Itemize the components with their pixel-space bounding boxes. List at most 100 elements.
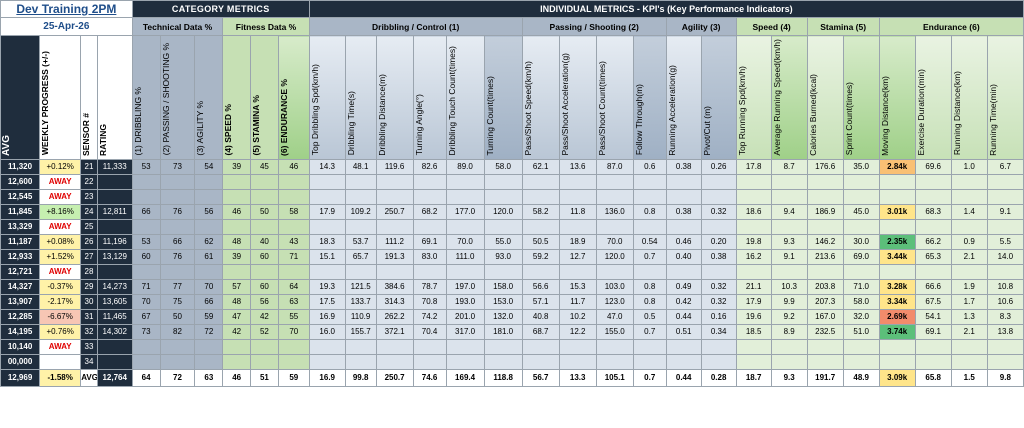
category-pct-cell: 57 <box>222 278 252 295</box>
sensor-number: 25 <box>80 218 98 235</box>
kpi-cell <box>308 338 346 355</box>
category-pct-cell <box>131 188 161 205</box>
sensor-number: 29 <box>80 278 98 295</box>
kpi-cell <box>770 338 808 355</box>
kpi-cell <box>914 188 952 205</box>
kpi-cell <box>521 218 560 235</box>
kpi-cell: 0.46 <box>665 233 702 250</box>
rating-column-header: RATING <box>96 35 133 160</box>
kpi-cell: 0.51 <box>665 323 702 340</box>
kpi-cell <box>950 188 988 205</box>
kpi-cell: 0.32 <box>700 278 737 295</box>
kpi-cell: 17.9 <box>308 203 346 220</box>
kpi-cell <box>735 338 772 355</box>
category-pct-cell <box>131 338 161 355</box>
kpi-cell <box>700 338 737 355</box>
kpi-cell: 74.2 <box>412 308 447 325</box>
kpi-cell: 120.0 <box>595 248 634 265</box>
row-avg-value: 00,000 <box>0 353 41 370</box>
kpi-cell <box>950 338 988 355</box>
kpi-cell <box>735 353 772 370</box>
kpi-header-turning-count: Turning Count(times) <box>483 35 523 160</box>
kpi-cell: 110.9 <box>344 308 377 325</box>
kpi-cell <box>308 353 346 370</box>
avg-label: AVG <box>80 368 98 387</box>
kpi-cell <box>521 173 560 190</box>
kpi-cell: 58.2 <box>521 203 560 220</box>
kpi-cell <box>950 218 988 235</box>
sheet-date: 25-Apr-26 <box>0 17 133 36</box>
kpi-cell: 30.0 <box>842 233 880 250</box>
kpi-cell: 58.0 <box>483 158 523 175</box>
kpi-cell <box>445 188 485 205</box>
kpi-cell <box>770 263 808 280</box>
kpi-cell <box>308 263 346 280</box>
category-pct-cell: 52 <box>250 323 279 340</box>
category-pct-cell: 48 <box>222 233 252 250</box>
kpi-cell <box>914 263 952 280</box>
kpi-cell: 15.1 <box>308 248 346 265</box>
kpi-cell: 8.9 <box>770 323 808 340</box>
kpi-cell: 47.0 <box>595 308 634 325</box>
rating-cell <box>96 173 133 190</box>
category-pct-cell: 66 <box>159 233 196 250</box>
kpi-cell <box>595 218 634 235</box>
kpi-cell <box>521 338 560 355</box>
kpi-cell: 0.40 <box>665 248 702 265</box>
kpi-cell: 9.9 <box>770 293 808 310</box>
kpi-cell <box>878 188 916 205</box>
kpi-cell: 1.4 <box>950 203 988 220</box>
table-row: 13,329 AWAY 25 <box>0 218 1024 235</box>
avg-category-pct-cell: 59 <box>277 368 310 387</box>
kpi-cell <box>986 188 1024 205</box>
kpi-cell <box>445 353 485 370</box>
kpi-cell: 155.0 <box>595 323 634 340</box>
kpi-cell <box>412 338 447 355</box>
weekly-progress-cell: AWAY <box>39 338 82 355</box>
kpi-cell: 232.5 <box>806 323 844 340</box>
kpi-cell: 16.9 <box>308 308 346 325</box>
kpi-cell: 89.0 <box>445 158 485 175</box>
category-pct-cell: 66 <box>131 203 161 220</box>
kpi-cell <box>914 173 952 190</box>
kpi-cell <box>558 188 597 205</box>
avg-kpi-cell: 118.8 <box>483 368 523 387</box>
kpi-cell <box>878 218 916 235</box>
kpi-cell: 1.7 <box>950 293 988 310</box>
category-pct-cell <box>131 173 161 190</box>
kpi-cell: 103.0 <box>595 278 634 295</box>
category-pct-cell: 50 <box>250 203 279 220</box>
kpi-cell: 14.3 <box>308 158 346 175</box>
kpi-cell: 6.7 <box>986 158 1024 175</box>
kpi-cell: 58.0 <box>842 293 880 310</box>
kpi-header-average-running-speed: Average Running Speed(km/h) <box>770 35 808 160</box>
kpi-cell: 0.8 <box>632 293 667 310</box>
kpi-cell: 111.0 <box>445 248 485 265</box>
kpi-cell: 67.5 <box>914 293 952 310</box>
category-pct-cell <box>159 218 196 235</box>
stamina-group-header: Stamina (5) <box>806 17 880 36</box>
category-pct-cell <box>250 338 279 355</box>
kpi-cell <box>445 263 485 280</box>
kpi-cell <box>878 263 916 280</box>
kpi-cell <box>308 188 346 205</box>
category-pct-cell: 48 <box>222 293 252 310</box>
sensor-number: 24 <box>80 203 98 220</box>
kpi-cell <box>878 173 916 190</box>
kpi-cell <box>632 353 667 370</box>
kpi-cell: 0.8 <box>632 278 667 295</box>
kpi-cell: 176.6 <box>806 158 844 175</box>
kpi-cell: 17.8 <box>735 158 772 175</box>
kpi-cell <box>842 173 880 190</box>
weekly-progress-cell: -6.67% <box>39 308 82 325</box>
kpi-cell <box>806 263 844 280</box>
kpi-cell: 181.0 <box>483 323 523 340</box>
category-pct-cell: 43 <box>277 233 310 250</box>
sensor-number: 30 <box>80 293 98 310</box>
kpi-cell: 68.3 <box>914 203 952 220</box>
kpi-cell <box>632 173 667 190</box>
kpi-cell: 68.7 <box>521 323 560 340</box>
weekly-progress-cell: AWAY <box>39 188 82 205</box>
kpi-cell <box>806 353 844 370</box>
kpi-cell: 32.0 <box>842 308 880 325</box>
